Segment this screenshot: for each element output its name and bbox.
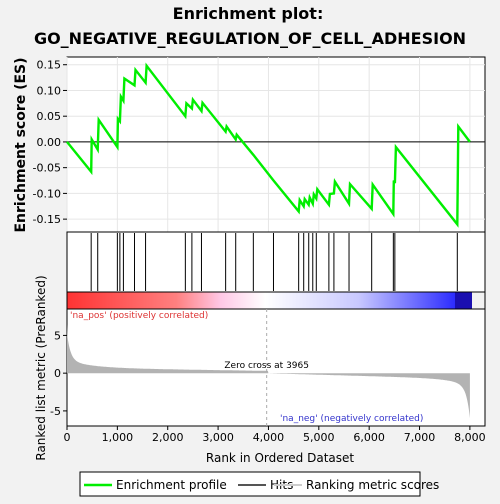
x-axis-label: Rank in Ordered Dataset: [206, 451, 354, 465]
metric-axis-ticks: 5 0 -5: [50, 329, 67, 418]
es-tick-label: 0.10: [37, 84, 62, 97]
rank-color-bar: [67, 292, 472, 309]
x-tick-label: 1,000: [102, 431, 134, 444]
zero-cross-label: Zero cross at 3965: [224, 361, 309, 371]
ranking-metric-area: [67, 324, 470, 426]
hit-markers: [90, 233, 458, 291]
metric-tick-label: 0: [54, 367, 61, 380]
es-tick-label: 0.05: [37, 110, 62, 123]
x-tick-label: 2,000: [152, 431, 184, 444]
es-tick-label: -0.05: [33, 162, 61, 175]
x-tick-label: 4,000: [253, 431, 285, 444]
x-tick-label: 0: [64, 431, 71, 444]
es-tick-label: 0.15: [37, 59, 62, 72]
metric-tick-label: 5: [54, 329, 61, 342]
hits-panel: [66, 231, 486, 293]
es-tick-label: -0.10: [33, 187, 61, 200]
x-axis-ticks: 0 1,000 2,000 3,000 4,000 5,000 6,000 7,000 8,00…: [64, 426, 486, 444]
es-gridlines: [66, 57, 485, 232]
x-tick-label: 8,000: [454, 431, 486, 444]
x-tick-label: 7,000: [404, 431, 436, 444]
es-tick-label: -0.15: [33, 213, 61, 226]
enrichment-profile-line: [66, 62, 471, 228]
chart-title-line2: GO_NEGATIVE_REGULATION_OF_CELL_ADHESION: [34, 29, 466, 48]
es-axis-ticks: 0.15 0.10 0.05 0.00 -0.05 -0.10 -0.15: [33, 59, 67, 226]
metric-tick-label: -5: [50, 405, 61, 418]
legend-metric-label: Ranking metric scores: [306, 478, 439, 492]
es-tick-label: 0.00: [37, 136, 62, 149]
x-tick-label: 5,000: [303, 431, 335, 444]
rank-color-bar-end: [455, 292, 472, 309]
x-tick-label: 6,000: [353, 431, 385, 444]
positive-correlation-label: 'na_pos' (positively correlated): [70, 311, 208, 321]
x-tick-label: 3,000: [202, 431, 234, 444]
legend-profile-label: Enrichment profile: [116, 478, 227, 492]
metric-y-axis-label: Ranked list metric (PreRanked): [34, 275, 48, 460]
es-y-axis-label: Enrichment score (ES): [13, 57, 29, 232]
chart-title-line1: Enrichment plot:: [173, 4, 324, 23]
metric-panel: [66, 308, 486, 427]
negative-correlation-label: 'na_neg' (negatively correlated): [280, 414, 423, 424]
es-panel: [66, 56, 486, 233]
